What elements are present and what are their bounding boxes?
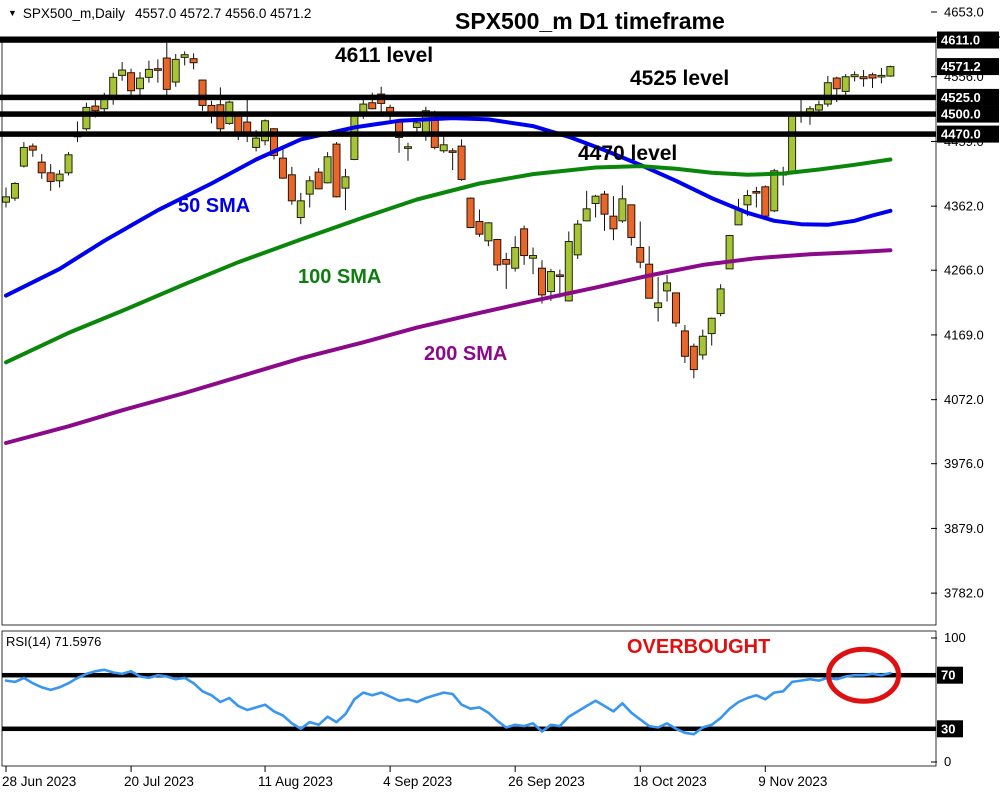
- svg-text:4571.2: 4571.2: [941, 59, 981, 74]
- panel-borders: [0, 36, 1000, 767]
- 50-sma-line: [4, 116, 893, 298]
- 100-sma-line: [4, 157, 893, 365]
- 200-sma-line: [4, 248, 893, 445]
- svg-text:28 Jun 2023: 28 Jun 2023: [2, 774, 76, 789]
- svg-text:4500.0: 4500.0: [941, 107, 981, 122]
- svg-text:4470.0: 4470.0: [941, 127, 981, 142]
- candlestick-series: [2, 42, 895, 379]
- svg-text:4266.0: 4266.0: [944, 263, 984, 278]
- svg-text:4525.0: 4525.0: [941, 90, 981, 105]
- price-axis[interactable]: 4653.04556.04459.04362.04266.04169.04072…: [931, 5, 999, 601]
- svg-text:26 Sep 2023: 26 Sep 2023: [508, 774, 585, 789]
- svg-text:11 Aug 2023: 11 Aug 2023: [258, 774, 333, 789]
- svg-text:30: 30: [941, 721, 955, 736]
- time-axis[interactable]: 28 Jun 2023 20 Jul 2023 11 Aug 2023 4 Sep 2…: [2, 766, 827, 789]
- svg-text:4653.0: 4653.0: [944, 5, 984, 20]
- svg-text:3976.0: 3976.0: [944, 456, 984, 471]
- svg-text:4362.0: 4362.0: [944, 199, 984, 214]
- svg-text:3879.0: 3879.0: [944, 521, 984, 536]
- overbought-circle: [826, 646, 902, 704]
- svg-text:4 Sep 2023: 4 Sep 2023: [383, 774, 452, 789]
- rsi-axis[interactable]: 100 0 70 30: [931, 630, 966, 769]
- svg-text:18 Oct 2023: 18 Oct 2023: [633, 774, 707, 789]
- symbol-dropdown-icon[interactable]: ▼: [8, 8, 17, 18]
- svg-text:20 Jul 2023: 20 Jul 2023: [124, 774, 194, 789]
- svg-text:4611.0: 4611.0: [941, 33, 980, 48]
- rsi-line: [4, 668, 892, 736]
- support-resistance-lines: [0, 37, 936, 137]
- rsi-subwindow: [2, 672, 936, 732]
- svg-text:9 Nov 2023: 9 Nov 2023: [758, 774, 827, 789]
- svg-text:0: 0: [944, 754, 951, 769]
- svg-text:4072.0: 4072.0: [944, 392, 984, 407]
- svg-text:4169.0: 4169.0: [944, 327, 984, 342]
- svg-text:100: 100: [944, 630, 966, 645]
- svg-text:3782.0: 3782.0: [944, 586, 984, 601]
- svg-text:70: 70: [941, 668, 955, 683]
